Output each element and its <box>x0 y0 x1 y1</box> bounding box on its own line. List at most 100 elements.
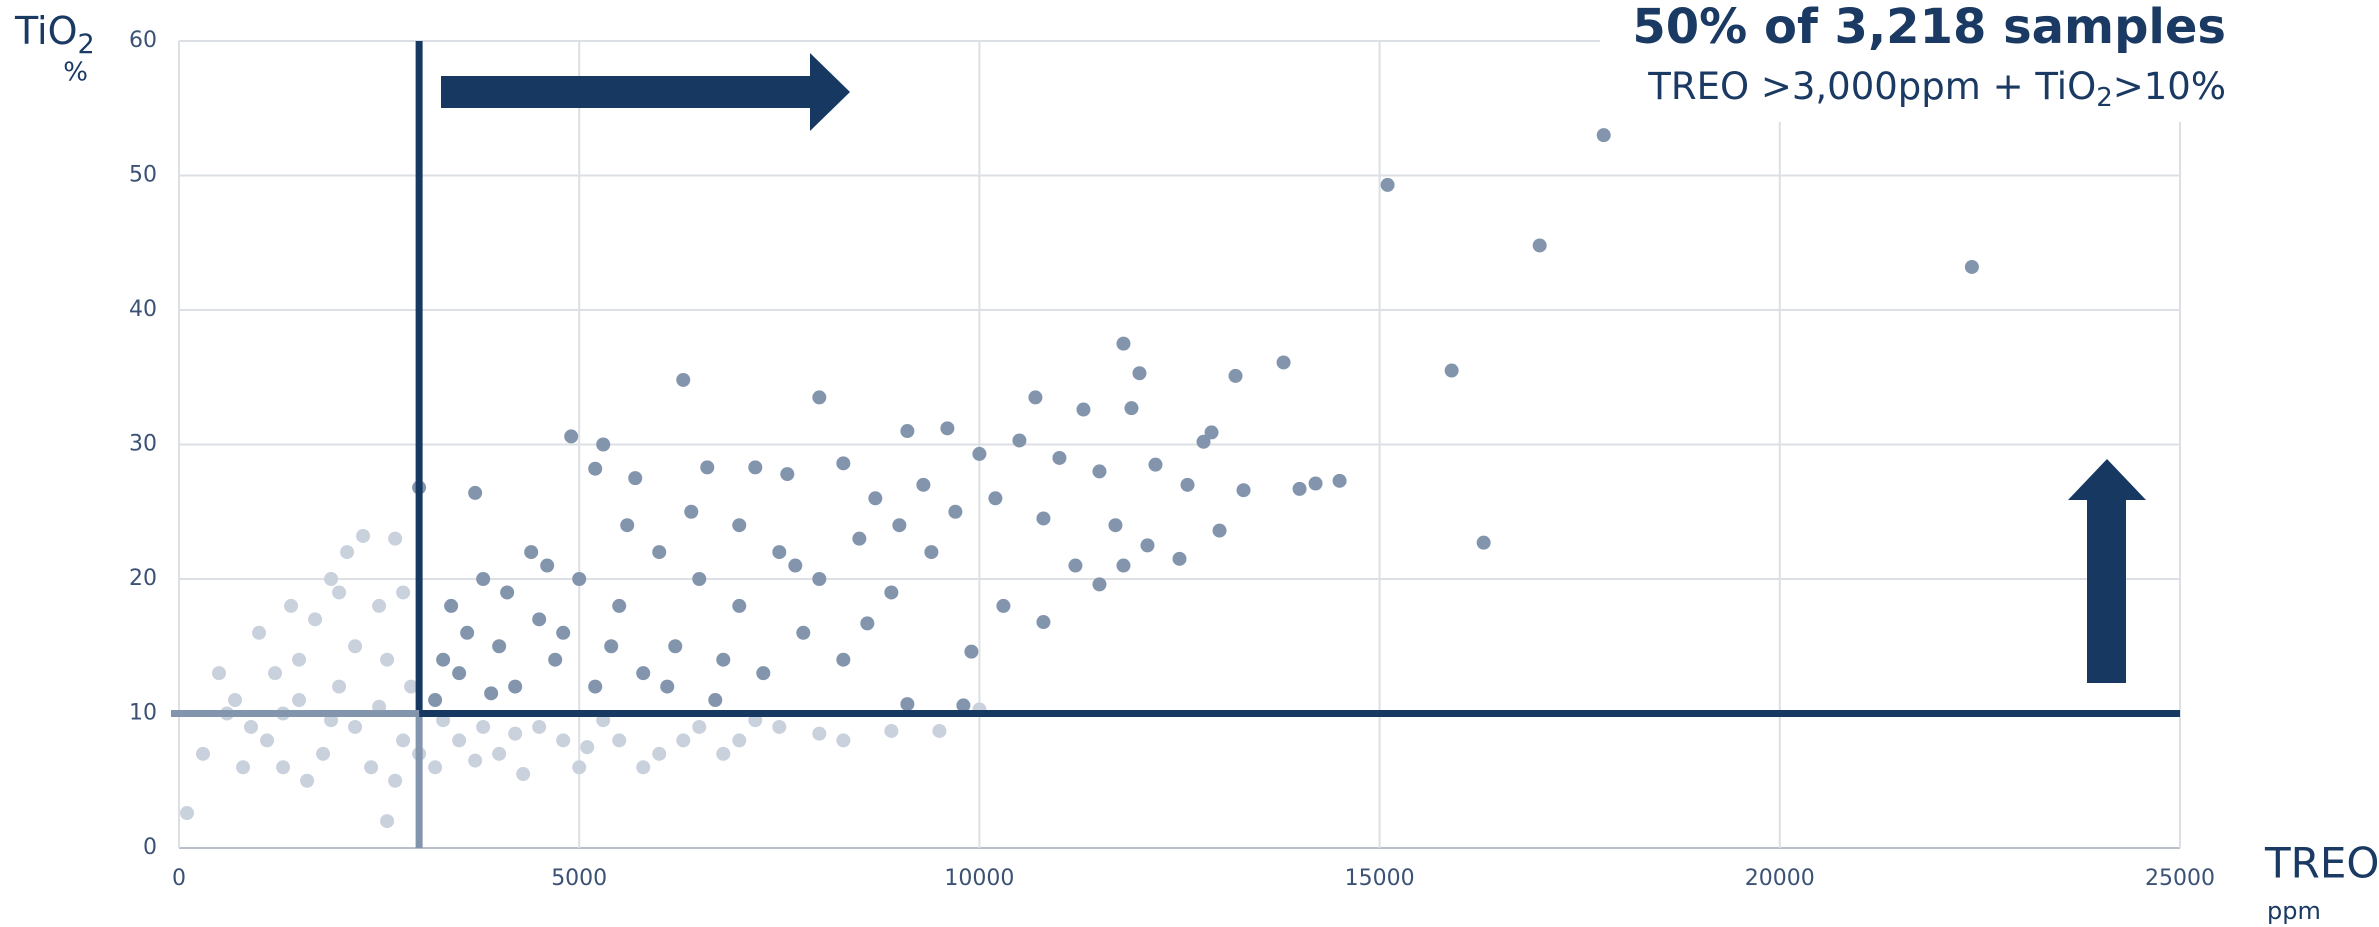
point <box>396 733 411 748</box>
point <box>564 429 579 444</box>
point <box>932 723 947 738</box>
point <box>540 558 555 573</box>
point <box>1092 464 1107 479</box>
subtitle-text: TREO >3,000ppm + TiO <box>1647 65 2096 108</box>
point <box>268 666 283 681</box>
point <box>404 679 419 694</box>
point <box>772 719 787 734</box>
point <box>460 625 475 640</box>
y-tick-label: 30 <box>129 432 157 457</box>
point <box>252 625 267 640</box>
point <box>276 760 291 775</box>
point <box>340 545 355 560</box>
point <box>652 545 667 560</box>
point <box>620 518 635 533</box>
point <box>244 719 259 734</box>
point <box>436 652 451 667</box>
point <box>364 760 379 775</box>
point <box>812 726 827 741</box>
point <box>716 652 731 667</box>
point <box>556 733 571 748</box>
point <box>508 679 523 694</box>
point <box>468 485 483 500</box>
x-tick-label: 15000 <box>1345 866 1415 891</box>
point <box>468 753 483 768</box>
point <box>668 639 683 654</box>
point <box>1532 238 1547 253</box>
point <box>332 585 347 600</box>
point <box>1076 402 1091 417</box>
point <box>708 693 723 708</box>
point <box>660 679 675 694</box>
y-axis-unit: % <box>63 58 88 88</box>
point <box>1052 450 1067 465</box>
point <box>1116 558 1131 573</box>
point <box>300 773 315 788</box>
point <box>556 625 571 640</box>
point <box>628 471 643 486</box>
point <box>972 446 987 461</box>
point <box>780 467 795 482</box>
point <box>292 693 307 708</box>
point <box>684 504 699 519</box>
arrow-up <box>2068 459 2146 683</box>
point <box>1380 177 1395 192</box>
x-axis-unit: ppm <box>2267 897 2321 925</box>
point <box>492 746 507 761</box>
point <box>284 598 299 613</box>
point <box>452 666 467 681</box>
point <box>492 639 507 654</box>
point <box>500 585 515 600</box>
point <box>916 477 931 492</box>
point <box>732 518 747 533</box>
point <box>356 528 371 543</box>
point <box>612 598 627 613</box>
point <box>1276 355 1291 370</box>
point <box>444 598 459 613</box>
point <box>580 740 595 755</box>
point <box>348 639 363 654</box>
point <box>852 531 867 546</box>
point <box>788 558 803 573</box>
point <box>836 456 851 471</box>
point <box>860 616 875 631</box>
point <box>388 773 403 788</box>
point <box>900 697 915 712</box>
point <box>1228 368 1243 383</box>
point <box>484 686 499 701</box>
point <box>772 545 787 560</box>
point <box>1012 433 1027 448</box>
point <box>236 760 251 775</box>
point <box>636 760 651 775</box>
point <box>868 491 883 506</box>
point <box>428 693 443 708</box>
point <box>396 585 411 600</box>
point <box>732 598 747 613</box>
point <box>1196 434 1211 449</box>
point <box>940 421 955 436</box>
point <box>508 726 523 741</box>
point <box>836 652 851 667</box>
point <box>228 693 243 708</box>
point <box>292 652 307 667</box>
point <box>588 461 603 476</box>
point <box>1212 523 1227 538</box>
point <box>948 504 963 519</box>
point <box>524 545 539 560</box>
point <box>1140 538 1155 553</box>
subtitle-tail: >10% <box>2113 65 2226 108</box>
point <box>196 746 211 761</box>
y-tick-label: 60 <box>129 28 157 53</box>
point <box>316 746 331 761</box>
point <box>924 545 939 560</box>
point <box>588 679 603 694</box>
y-tick-label: 10 <box>129 701 157 726</box>
point <box>380 652 395 667</box>
point <box>548 652 563 667</box>
point <box>692 719 707 734</box>
point <box>676 733 691 748</box>
point <box>892 518 907 533</box>
x-tick-label: 10000 <box>944 866 1014 891</box>
point <box>308 612 323 627</box>
